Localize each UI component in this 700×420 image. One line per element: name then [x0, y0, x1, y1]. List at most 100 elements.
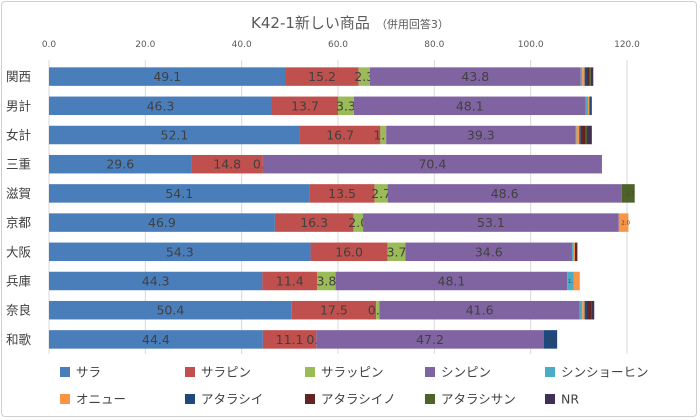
legend-swatch [305, 394, 315, 404]
bar-segment [580, 67, 583, 86]
x-axis-ticks: 0.0 20.0 40.0 60.0 80.0 100.0 120.0 [42, 40, 640, 50]
data-label: 15.2 [308, 69, 336, 84]
legend-label: アタラシサン [441, 392, 516, 407]
bar-segment [369, 67, 581, 86]
legend-label: サラ [76, 365, 101, 380]
legend-swatch [545, 367, 555, 377]
category-label: 大阪 [6, 244, 32, 259]
bar-segment [49, 330, 263, 349]
legend-swatch [185, 367, 195, 377]
bar-segment [587, 96, 590, 116]
data-label: 1.3 [568, 279, 577, 285]
data-label: 2.3 [354, 69, 374, 84]
data-label: 13.7 [291, 98, 319, 113]
data-label: 11.4 [276, 274, 304, 289]
bar-segment [49, 184, 310, 203]
data-label: 43.8 [461, 69, 489, 84]
category-label: 滋賀 [6, 186, 31, 201]
bar-segment [49, 271, 263, 291]
bar-segment [575, 125, 577, 145]
bar-segment [309, 184, 375, 203]
bar-segment [49, 154, 192, 174]
data-label: 2.0 [621, 221, 630, 227]
category-label: 京都 [6, 215, 32, 230]
data-label: 47.2 [416, 332, 444, 347]
category-label: 兵庫 [6, 274, 31, 289]
bar-segment [272, 96, 338, 116]
legend-swatch [185, 394, 195, 404]
bar-segment [579, 300, 583, 320]
bar-segment [543, 330, 558, 349]
data-label: 50.4 [156, 303, 184, 318]
data-label: 46.3 [147, 98, 175, 113]
bar-segment [49, 67, 286, 86]
data-label: 54.3 [166, 244, 194, 259]
bar-segment [587, 125, 592, 145]
legend-label: シンショーヒン [561, 365, 649, 380]
data-label: 44.4 [142, 332, 170, 347]
x-tick-label: 120.0 [614, 40, 640, 50]
bar-segment [335, 271, 568, 291]
bar-segment [584, 67, 588, 86]
bar-segment [374, 184, 388, 203]
data-label: 54.1 [165, 186, 193, 201]
bar-segment [387, 184, 622, 203]
bar-segment [386, 125, 576, 145]
bar-segment [591, 300, 595, 320]
bar-segment [353, 96, 586, 116]
data-label: 29.6 [106, 157, 134, 172]
bar-segment [376, 300, 380, 320]
data-label: 2.7 [371, 186, 391, 201]
bar-segment [589, 67, 591, 86]
data-label: 3.8 [316, 274, 336, 289]
bar-segment [580, 125, 586, 145]
bar-segment [590, 67, 594, 86]
data-label: 13.5 [328, 186, 356, 201]
bar-segment [621, 184, 635, 203]
category-label: 関西 [6, 69, 31, 84]
legend-label: シンピン [441, 365, 491, 380]
bar-segment [579, 125, 581, 145]
data-label: 46.9 [148, 215, 176, 230]
bar-segment [49, 242, 311, 262]
bar-segment [618, 213, 629, 232]
category-label: 和歌 [6, 332, 32, 347]
x-tick-label: 60.0 [328, 40, 348, 50]
chart-title: K42-1新しい商品 （併用回答3） [0, 12, 700, 33]
legend-swatch [545, 394, 555, 404]
data-label: 14.8 [213, 157, 241, 172]
legend-label: サラッピン [321, 365, 384, 380]
x-tick-label: 80.0 [424, 40, 444, 50]
data-label: 2.7 [626, 191, 635, 197]
bar-layer: 49.1 15.2 2.3 43.8 46.3 13.7 3.3 48.1 52.1 16.7 1.… [49, 67, 635, 349]
category-label: 女計 [6, 128, 31, 143]
bar-segment [299, 125, 381, 145]
x-tick-label: 40.0 [232, 40, 252, 50]
legend-swatch [60, 367, 70, 377]
bar-segment [387, 242, 406, 262]
legend-label: オニュー [76, 392, 126, 407]
bar-segment [358, 67, 370, 86]
chart-subtitle: （併用回答3） [375, 18, 449, 31]
legend-label: アタラシイ [201, 392, 263, 407]
data-label: 16.3 [300, 215, 328, 230]
legend-swatch [425, 394, 435, 404]
data-label: 3.7 [387, 244, 407, 259]
bar-segment [363, 213, 619, 232]
data-label: 70.4 [418, 157, 446, 172]
category-label: 男計 [6, 98, 31, 113]
bar-segment [49, 125, 300, 145]
bar-segment [285, 67, 359, 86]
bar-segment [379, 300, 580, 320]
bar-segment [353, 213, 364, 232]
bar-segment [262, 271, 318, 291]
data-label: 52.1 [161, 128, 189, 143]
bar-segment [274, 213, 354, 232]
data-label: 16.0 [335, 244, 363, 259]
bar-segment [262, 330, 317, 349]
category-label: 三重 [6, 157, 31, 172]
bar-segment [582, 300, 585, 320]
